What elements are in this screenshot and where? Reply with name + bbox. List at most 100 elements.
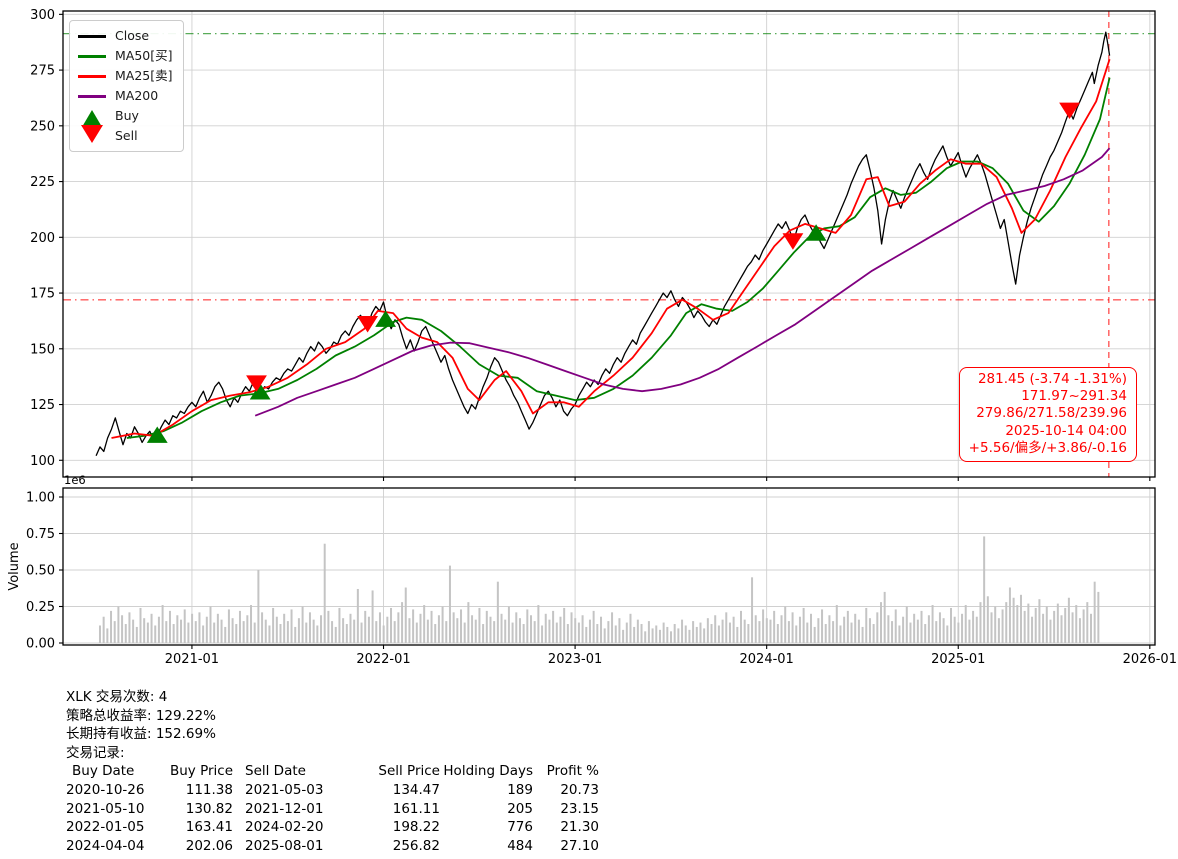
- volume-bar: [636, 619, 639, 643]
- volume-bar: [246, 615, 249, 643]
- trade-col-header: Profit %: [546, 763, 599, 780]
- trades-count-line: XLK 交易次数: 4: [66, 689, 168, 705]
- volume-bar: [813, 626, 816, 643]
- volume-bar: [353, 619, 356, 643]
- volume-bar: [209, 606, 212, 643]
- volume-bar: [857, 619, 860, 643]
- volume-bar: [828, 615, 831, 643]
- volume-bar: [1042, 613, 1045, 643]
- y-tick-label: 200: [30, 231, 55, 246]
- trade-cell: 23.15: [560, 800, 599, 817]
- volume-bar: [172, 624, 175, 643]
- trade-cell: 256.82: [392, 837, 440, 854]
- legend-label-ma50: MA50[买]: [115, 48, 173, 63]
- volume-bar: [964, 605, 967, 643]
- ma25-line-swatch: [78, 74, 106, 78]
- volume-bar: [533, 621, 536, 643]
- legend-label-close: Close: [115, 28, 150, 43]
- trade-cell: 27.10: [560, 837, 599, 854]
- trade-col-header: Sell Price: [378, 763, 440, 780]
- volume-bar: [522, 624, 525, 643]
- volume-bar: [784, 606, 787, 643]
- volume-bar: [489, 616, 492, 643]
- volume-bar: [168, 610, 171, 643]
- volume-bar: [1097, 591, 1100, 643]
- volume-bar: [802, 607, 805, 643]
- volume-tick-label: 0.50: [26, 564, 55, 579]
- volume-bar: [868, 618, 871, 643]
- ma200-line: [254, 147, 1111, 417]
- volume-tick-label: 0.00: [26, 637, 55, 652]
- volume-bar: [629, 613, 632, 643]
- x-tick-label: 2023-01: [548, 652, 602, 667]
- volume-bar: [747, 624, 750, 643]
- volume-bar: [187, 622, 190, 643]
- legend-item-ma200: MA200: [78, 86, 173, 106]
- volume-bar: [806, 622, 809, 643]
- volume-bar: [861, 626, 864, 643]
- volume-bar: [809, 613, 812, 643]
- y-tick-label: 300: [30, 8, 55, 23]
- volume-bar: [791, 612, 794, 643]
- volume-bar: [692, 621, 695, 643]
- volume-bar: [640, 624, 643, 643]
- volume-bar: [364, 610, 367, 643]
- volume-bar: [1031, 616, 1034, 643]
- volume-bar: [710, 624, 713, 643]
- strategy-return-line: 策略总收益率: 129.22%: [66, 707, 216, 724]
- volume-bar: [570, 612, 573, 643]
- volume-bar: [935, 621, 938, 643]
- volume-bar: [850, 622, 853, 643]
- buy-marker: [146, 426, 168, 443]
- legend-label-ma25: MA25[卖]: [115, 68, 173, 83]
- volume-bar: [205, 616, 208, 643]
- volume-bar: [250, 605, 253, 643]
- volume-bar: [143, 618, 146, 643]
- volume-bar: [165, 621, 168, 643]
- volume-bar: [717, 625, 720, 643]
- volume-bar: [592, 610, 595, 643]
- volume-bar: [301, 606, 304, 643]
- volume-bar: [776, 624, 779, 643]
- volume-bar: [879, 602, 882, 643]
- volume-bar: [625, 622, 628, 643]
- ma50-line-swatch: [78, 54, 106, 58]
- trade-cell: 2020-10-26: [66, 781, 145, 798]
- volume-bar: [342, 618, 345, 643]
- volume-bar: [883, 591, 886, 643]
- volume-bar: [316, 625, 319, 643]
- x-tick-label: 2022-01: [356, 652, 410, 667]
- volume-bar: [437, 615, 440, 643]
- legend-item-close: Close: [78, 26, 173, 46]
- volume-bar: [824, 624, 827, 643]
- volume-bar: [1016, 605, 1019, 643]
- volume-bar: [338, 607, 341, 643]
- volume-bar: [986, 596, 989, 643]
- volume-bar: [297, 618, 300, 643]
- volume-bar: [832, 621, 835, 643]
- legend: Close MA50[买] MA25[卖] MA200 Buy Sell: [69, 20, 184, 152]
- trade-cell: [233, 781, 245, 800]
- trade-row: 2021-05-10 130.82 2021-12-01 161.11 205 23.15: [66, 800, 599, 819]
- volume-bar: [651, 628, 654, 643]
- volume-bar: [821, 609, 824, 643]
- volume-bar: [839, 625, 842, 643]
- volume-bar: [404, 587, 407, 643]
- sell-marker: [782, 233, 804, 250]
- volume-bar: [555, 622, 558, 643]
- volume-bar: [1045, 606, 1048, 643]
- volume-bar: [493, 621, 496, 643]
- volume-bar: [891, 621, 894, 643]
- volume-bar: [1075, 605, 1078, 643]
- buy-marker: [805, 224, 827, 241]
- volume-bar: [544, 613, 547, 643]
- volume-bar: [471, 615, 474, 643]
- volume-bar: [213, 622, 216, 643]
- volume-bar: [121, 615, 124, 643]
- volume-bar: [305, 622, 308, 643]
- volume-bar: [135, 626, 138, 643]
- volume-bar: [728, 622, 731, 643]
- volume-bar: [139, 607, 142, 643]
- volume-bar: [1060, 615, 1063, 643]
